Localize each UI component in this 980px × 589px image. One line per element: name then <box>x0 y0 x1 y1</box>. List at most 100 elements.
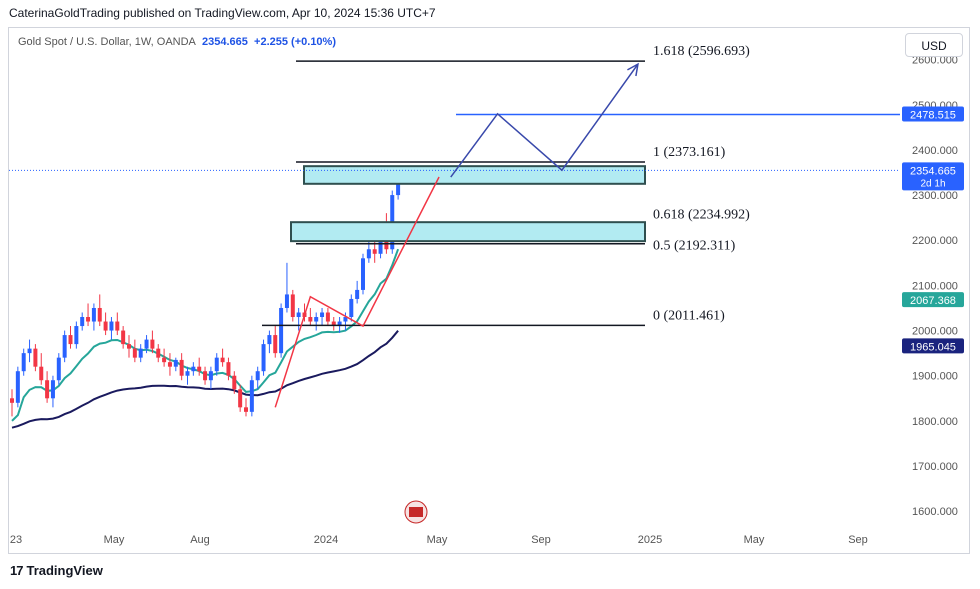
candle-body <box>185 371 190 376</box>
us-flag-stripes-icon <box>409 507 423 517</box>
candle-body <box>162 357 167 363</box>
candle-body <box>214 357 219 372</box>
candle-body <box>27 348 32 354</box>
supply-zone-rect <box>303 165 646 185</box>
candle-body <box>138 348 143 358</box>
candle-body <box>121 330 126 345</box>
candle-body <box>320 312 325 318</box>
candle-body <box>203 371 208 381</box>
candle-body <box>115 321 120 331</box>
price-axis-label-box <box>902 106 964 122</box>
candle-body <box>238 389 243 408</box>
price-axis-label: 1965.045 <box>910 341 956 353</box>
candle-body <box>232 375 237 390</box>
price-axis-label-box <box>902 292 964 308</box>
candle-body <box>255 371 260 381</box>
candle-body <box>173 359 178 367</box>
candle-body <box>33 348 38 367</box>
x-tick-label: 2024 <box>314 534 338 546</box>
chart-frame <box>8 27 970 554</box>
candle-body <box>132 348 137 358</box>
candle-body <box>208 371 213 381</box>
candle-body <box>331 321 336 327</box>
y-tick-label: 2000.000 <box>912 326 958 338</box>
candle-body <box>144 339 149 349</box>
price-axis-label: 2067.368 <box>910 295 956 307</box>
footer-brand: 17 TradingView <box>10 563 103 578</box>
candle-body <box>15 371 20 403</box>
candle-body <box>372 249 377 254</box>
fib-level-label: 0.5 (2192.311) <box>653 239 736 254</box>
candle-body <box>62 335 67 358</box>
candle-body <box>343 317 348 322</box>
x-tick-label: Aug <box>190 534 210 546</box>
last-price: 2354.665 <box>202 36 248 48</box>
candle-body <box>325 312 330 322</box>
publisher-line: CaterinaGoldTrading published on Trading… <box>9 6 436 20</box>
price-axis-label-box <box>902 162 964 191</box>
y-tick-label: 2300.000 <box>912 190 958 202</box>
supply-zone-rect <box>290 221 646 243</box>
candle-body <box>290 294 295 318</box>
candle-body <box>273 335 278 354</box>
candle-body <box>39 366 44 381</box>
x-tick-label: 23 <box>10 534 22 546</box>
candle-body <box>191 366 196 372</box>
y-tick-label: 2400.000 <box>912 145 958 157</box>
price-axis-label-box <box>902 338 964 354</box>
y-tick-label: 1700.000 <box>912 461 958 473</box>
price-change: +2.255 (+0.10%) <box>254 36 336 48</box>
candle-body <box>244 407 248 412</box>
candle-body <box>355 289 360 299</box>
candle-body <box>156 348 161 358</box>
ema-fast-line <box>11 248 400 422</box>
candle-body <box>97 307 102 322</box>
candle-body <box>50 380 55 399</box>
candle-body <box>103 321 108 331</box>
candle-body <box>80 317 85 327</box>
fib-level-label: 0.618 (2234.992) <box>653 207 750 222</box>
candle-body <box>21 353 26 372</box>
candle-body <box>226 362 231 376</box>
candle-body <box>314 317 319 322</box>
brand-name: TradingView <box>26 563 103 578</box>
candle-body <box>284 294 289 308</box>
candle-body <box>109 321 114 331</box>
candle-body <box>366 249 371 259</box>
candle-body <box>279 307 284 354</box>
candle-body <box>361 258 365 290</box>
x-tick-label: Sep <box>848 534 868 546</box>
candle-body <box>267 335 272 345</box>
candle-body <box>150 339 155 349</box>
candle-body <box>349 298 354 318</box>
y-tick-label: 2100.000 <box>912 280 958 292</box>
symbol-legend: Gold Spot / U.S. Dollar, 1W, OANDA 2354.… <box>18 36 336 48</box>
impulse-path-line <box>274 176 440 408</box>
countdown-label: 2d 1h <box>920 178 945 189</box>
candle-body <box>10 398 14 403</box>
x-tick-label: May <box>427 534 448 546</box>
candle-body <box>68 335 73 345</box>
tradingview-logo-icon: 17 <box>10 563 24 578</box>
x-tick-label: 2025 <box>638 534 662 546</box>
candle-body <box>197 366 202 372</box>
candle-body <box>86 317 91 322</box>
fib-level-label: 0 (2011.461) <box>653 308 725 323</box>
candle-body <box>127 344 131 349</box>
price-axis-label: 2478.515 <box>910 109 956 121</box>
candle-body <box>179 359 184 376</box>
price-axis-label: 2354.665 <box>910 165 956 177</box>
candle-body <box>296 312 301 318</box>
candle-body <box>45 380 50 399</box>
y-tick-label: 2600.000 <box>912 55 958 67</box>
candle-body <box>167 362 172 367</box>
x-tick-label: May <box>104 534 125 546</box>
currency-button[interactable]: USD <box>905 33 963 57</box>
candle-body <box>74 326 79 345</box>
y-tick-label: 1800.000 <box>912 416 958 428</box>
y-tick-label: 2200.000 <box>912 235 958 247</box>
candle-body <box>56 357 61 381</box>
fib-level-label: 1.618 (2596.693) <box>653 44 750 59</box>
candle-body <box>220 357 225 363</box>
